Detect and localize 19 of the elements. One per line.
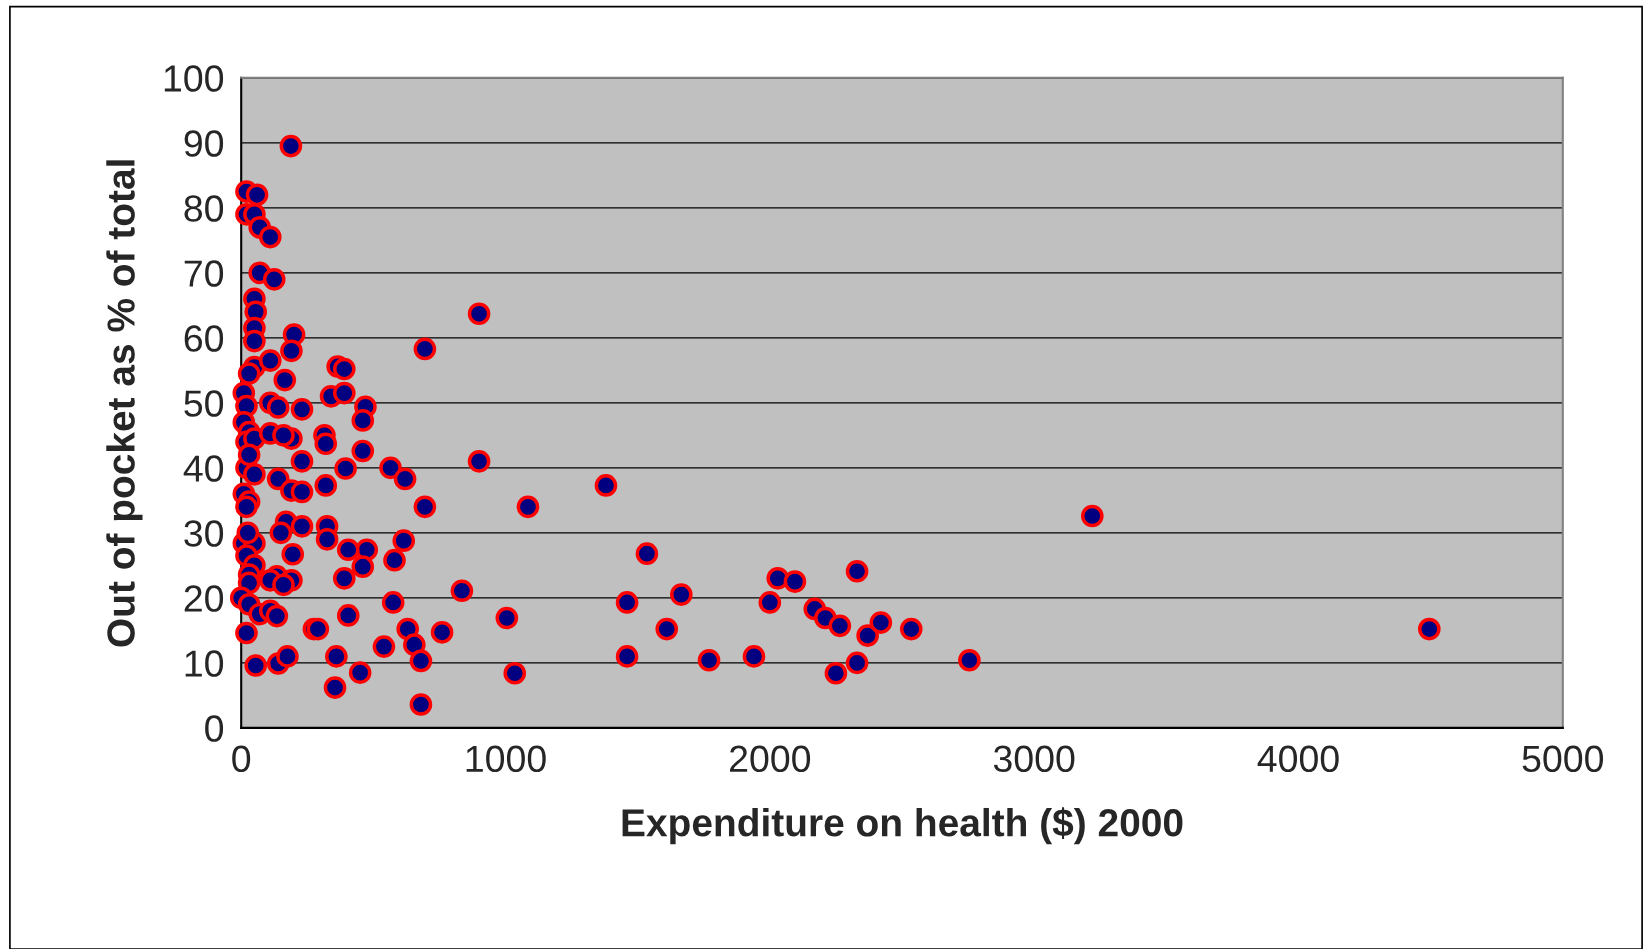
y-tick-label: 70 xyxy=(184,260,224,287)
y-tick-label: 50 xyxy=(184,390,224,417)
x-tick-label: 3000 xyxy=(993,745,1075,773)
x-tick-label: 2000 xyxy=(730,745,811,773)
y-tick-label: 80 xyxy=(184,195,224,222)
x-tick-label: 4000 xyxy=(1257,745,1339,773)
y-tick-label: 40 xyxy=(183,455,224,482)
y-axis-title: Out of pocket as % of total xyxy=(106,160,143,647)
y-tick-label: 10 xyxy=(185,650,224,677)
y-tick-label: 90 xyxy=(184,130,224,157)
x-tick-label: 1000 xyxy=(466,745,546,773)
y-tick-label: 20 xyxy=(184,585,224,612)
x-tick-label: 5000 xyxy=(1522,745,1604,773)
y-tick-label: 0 xyxy=(205,715,224,742)
y-tick-label: 100 xyxy=(164,65,224,92)
y-tick-label: 60 xyxy=(184,325,224,352)
x-tick-label: 0 xyxy=(232,745,251,773)
x-axis-title: Expenditure on health ($) 2000 xyxy=(622,807,1183,845)
y-tick-label: 30 xyxy=(184,520,224,547)
